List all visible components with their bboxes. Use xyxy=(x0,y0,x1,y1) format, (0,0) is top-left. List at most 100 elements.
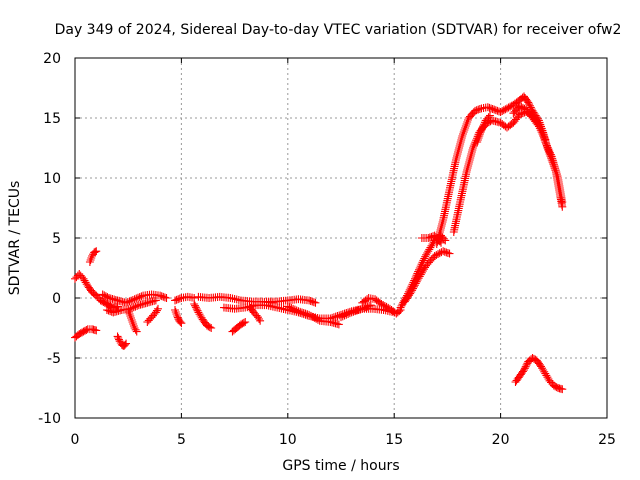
data-point xyxy=(156,291,165,300)
data-point xyxy=(308,297,317,306)
data-point xyxy=(426,256,435,265)
data-point xyxy=(100,298,109,307)
data-point xyxy=(99,298,108,306)
y-tick-label: -10 xyxy=(38,411,61,427)
data-point xyxy=(202,321,211,330)
data-point xyxy=(127,296,136,305)
data-point xyxy=(522,361,531,369)
data-point xyxy=(173,313,182,322)
data-point xyxy=(134,293,142,302)
y-tick-label: 0 xyxy=(52,291,61,307)
data-point xyxy=(474,105,483,114)
data-point xyxy=(151,296,160,305)
data-point xyxy=(205,323,214,332)
data-point xyxy=(113,332,122,341)
data-point xyxy=(128,295,137,304)
data-point xyxy=(475,105,484,113)
data-point xyxy=(135,293,144,301)
x-tick-label: 5 xyxy=(177,432,186,448)
data-point xyxy=(241,318,250,326)
data-point xyxy=(483,114,492,123)
data-point xyxy=(491,106,500,115)
data-point xyxy=(488,105,497,113)
data-point xyxy=(192,305,201,313)
data-point xyxy=(175,294,184,303)
data-point xyxy=(137,292,146,301)
data-point xyxy=(558,385,567,394)
data-point xyxy=(191,301,199,310)
data-series-sdtvar xyxy=(71,92,567,394)
y-tick-label: 5 xyxy=(52,231,61,247)
y-tick-label: 15 xyxy=(43,111,61,127)
data-point xyxy=(160,293,169,302)
data-point xyxy=(520,364,529,373)
data-point xyxy=(75,270,84,278)
x-axis-label: GPS time / hours xyxy=(282,458,399,474)
data-point xyxy=(442,248,451,257)
grid xyxy=(75,58,607,418)
data-point xyxy=(75,330,84,338)
data-point xyxy=(154,304,162,313)
data-point xyxy=(191,303,200,312)
data-point xyxy=(366,301,375,310)
data-point xyxy=(106,307,115,316)
y-axis-label: SDTVAR / TECUs xyxy=(7,181,23,296)
data-point xyxy=(256,316,265,325)
chart-title: Day 349 of 2024, Sidereal Day-to-day VTE… xyxy=(55,22,622,38)
data-point xyxy=(80,326,89,335)
data-point xyxy=(305,296,314,305)
data-point xyxy=(490,105,499,114)
x-axis-tick-labels: 0 5 10 15 20 25 xyxy=(71,432,616,448)
data-point xyxy=(545,376,554,385)
data-point xyxy=(515,110,524,119)
data-point xyxy=(365,301,374,310)
axis-ticks xyxy=(74,57,608,419)
x-tick-label: 10 xyxy=(279,432,297,448)
data-point xyxy=(251,310,260,318)
data-point xyxy=(528,354,537,362)
data-point xyxy=(103,293,112,302)
data-point xyxy=(126,304,135,313)
data-point xyxy=(487,104,495,113)
data-point xyxy=(549,381,558,390)
data-point xyxy=(98,297,106,306)
data-point xyxy=(204,322,213,331)
x-tick-label: 25 xyxy=(598,432,616,448)
data-point xyxy=(552,383,561,392)
data-point xyxy=(92,326,101,335)
data-point xyxy=(123,298,132,307)
data-point xyxy=(96,296,105,305)
data-point xyxy=(172,295,181,304)
data-point xyxy=(162,294,171,302)
data-point xyxy=(149,311,157,320)
data-point xyxy=(517,109,526,118)
data-point xyxy=(507,120,516,128)
data-point xyxy=(558,198,567,206)
data-point xyxy=(92,291,101,300)
data-point xyxy=(146,314,155,323)
data-point xyxy=(237,320,245,329)
data-point xyxy=(441,236,450,245)
data-point xyxy=(395,307,404,316)
data-point xyxy=(157,292,166,301)
data-point xyxy=(102,306,111,314)
data-point xyxy=(239,318,248,327)
data-point xyxy=(526,101,534,110)
data-point xyxy=(483,103,492,112)
data-point xyxy=(122,339,131,348)
data-point xyxy=(125,297,134,306)
data-point xyxy=(472,106,481,115)
data-point xyxy=(173,312,182,320)
data-point xyxy=(439,234,448,243)
data-point xyxy=(486,111,494,120)
data-point xyxy=(481,116,490,125)
data-point xyxy=(422,261,431,270)
data-point xyxy=(440,247,449,256)
data-point xyxy=(130,295,139,304)
data-point xyxy=(71,274,79,283)
y-tick-label: 20 xyxy=(43,51,61,67)
data-point xyxy=(177,319,186,328)
data-point xyxy=(445,249,454,258)
data-point xyxy=(76,271,85,280)
